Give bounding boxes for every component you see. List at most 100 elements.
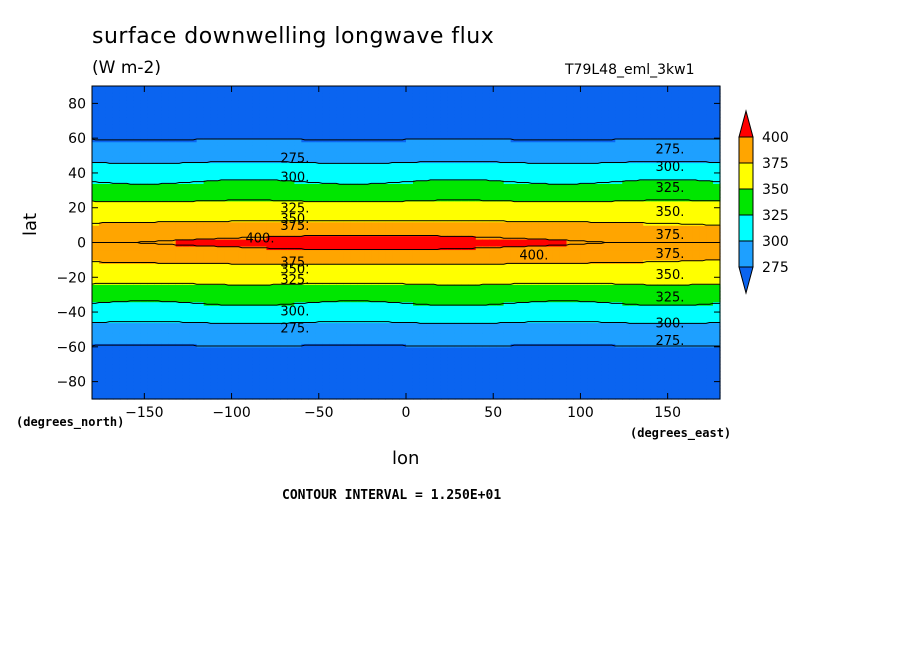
contour-cell (378, 284, 386, 289)
contour-cell (210, 148, 219, 153)
contour-cell (461, 374, 470, 379)
contour-cell (126, 294, 135, 299)
contour-cell (294, 204, 302, 209)
contour-cell (147, 315, 156, 320)
contour-cell (98, 86, 107, 91)
contour-cell (378, 197, 386, 202)
contour-cell (196, 183, 205, 188)
contour-cell (412, 315, 421, 320)
contour-cell (447, 120, 456, 125)
contour-cell (287, 162, 295, 167)
contour-cell (329, 346, 337, 351)
contour-cell (364, 312, 372, 317)
contour-cell (161, 315, 170, 320)
contour-cell (245, 145, 254, 150)
contour-cell (287, 329, 295, 334)
contour-cell (147, 353, 156, 358)
contour-cell (210, 346, 219, 351)
contour-cell (336, 374, 344, 379)
contour-cell (92, 256, 100, 261)
contour-cell (252, 218, 261, 223)
contour-cell (112, 92, 121, 98)
contour-cell (364, 280, 372, 285)
contour-cell (217, 145, 226, 150)
contour-cell (336, 221, 344, 226)
contour-cell (133, 197, 142, 202)
contour-cell (259, 273, 268, 278)
contour-cell (399, 113, 407, 118)
contour-cell (217, 169, 226, 174)
contour-cell (343, 145, 351, 150)
contour-cell (426, 256, 435, 261)
contour-cell (440, 259, 449, 264)
contour-cell (336, 367, 344, 372)
contour-cell (461, 273, 470, 278)
contour-cell (126, 179, 135, 184)
contour-cell (461, 298, 470, 303)
contour-cell (105, 228, 114, 233)
contour-cell (252, 207, 261, 212)
contour-cell (168, 169, 177, 174)
contour-cell (364, 120, 372, 125)
contour-cell (308, 315, 316, 320)
contour-cell (364, 270, 372, 275)
contour-cell (245, 110, 254, 115)
contour-cell (301, 214, 309, 219)
contour-cell (426, 252, 435, 258)
contour-cell (461, 277, 470, 282)
contour-cell (385, 113, 393, 118)
contour-cell (385, 270, 393, 275)
contour-cell (308, 332, 316, 337)
contour-cell (357, 305, 365, 310)
contour-cell (182, 339, 191, 344)
contour-cell (447, 245, 456, 251)
contour-cell (168, 305, 177, 310)
contour-cell (385, 249, 393, 254)
contour-cell (343, 388, 351, 393)
contour-cell (105, 305, 114, 310)
contour-cell (280, 395, 288, 400)
contour-cell (154, 332, 163, 337)
contour-cell (231, 141, 240, 146)
contour-cell (105, 232, 114, 237)
contour-cell (161, 124, 170, 129)
contour-cell (461, 388, 470, 393)
contour-cell (273, 200, 281, 205)
contour-cell (203, 353, 212, 358)
contour-cell (154, 336, 163, 341)
contour-cell (350, 200, 358, 205)
contour-cell (161, 225, 170, 230)
contour-cell (301, 315, 309, 320)
contour-cell (112, 357, 121, 362)
contour-cell (238, 124, 247, 129)
contour-cell (280, 159, 288, 164)
contour-cell (98, 252, 107, 258)
contour-cell (329, 141, 337, 146)
contour-cell (371, 367, 379, 372)
contour-cell (161, 291, 170, 296)
contour-cell (280, 378, 288, 383)
contour-cell (308, 312, 316, 317)
contour-cell (433, 120, 442, 125)
contour-cell (399, 190, 407, 195)
contour-cell (252, 259, 261, 264)
contour-cell (447, 294, 456, 299)
contour-cell (126, 301, 135, 306)
contour-cell (426, 211, 435, 216)
contour-cell (419, 106, 428, 111)
contour-cell (468, 159, 477, 164)
contour-cell (280, 252, 288, 258)
contour-cell (447, 159, 456, 164)
contour-cell (440, 141, 449, 146)
contour-cell (392, 92, 400, 98)
contour-cell (433, 239, 442, 244)
contour-cell (329, 124, 337, 129)
contour-cell (392, 266, 400, 271)
contour-cell (182, 346, 191, 351)
contour-cell (161, 308, 170, 313)
contour-cell (175, 319, 184, 324)
contour-cell (273, 165, 281, 171)
contour-cell (252, 301, 261, 306)
contour-cell (119, 381, 128, 386)
contour-cell (126, 374, 135, 379)
